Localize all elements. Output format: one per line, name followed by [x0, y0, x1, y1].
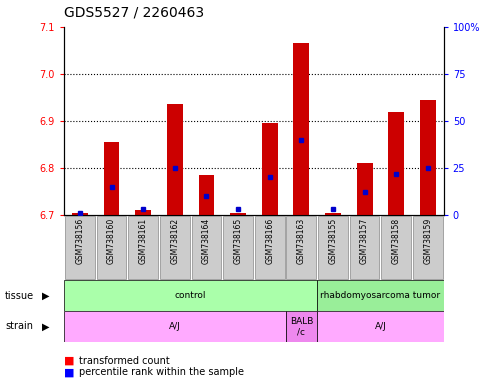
Bar: [104, 142, 119, 215]
Text: GSM738160: GSM738160: [107, 218, 116, 264]
Bar: [357, 163, 373, 215]
Bar: [192, 216, 221, 279]
Text: ■: ■: [64, 367, 78, 377]
Bar: [167, 104, 183, 215]
Text: GDS5527 / 2260463: GDS5527 / 2260463: [64, 5, 204, 19]
Text: GSM738159: GSM738159: [423, 218, 432, 264]
Text: ▶: ▶: [42, 321, 49, 331]
Text: control: control: [175, 291, 207, 300]
Text: ■: ■: [64, 356, 78, 366]
Bar: [135, 210, 151, 215]
Bar: [64, 280, 317, 311]
Text: GSM738156: GSM738156: [75, 218, 84, 264]
Text: GSM738166: GSM738166: [265, 218, 274, 264]
Bar: [64, 311, 285, 342]
Text: transformed count: transformed count: [79, 356, 170, 366]
Bar: [317, 311, 444, 342]
Bar: [318, 216, 348, 279]
Bar: [160, 216, 190, 279]
Bar: [286, 216, 316, 279]
Bar: [72, 213, 88, 215]
Text: GSM738158: GSM738158: [392, 218, 401, 264]
Bar: [317, 280, 444, 311]
Bar: [128, 216, 158, 279]
Bar: [199, 175, 214, 215]
Text: GSM738163: GSM738163: [297, 218, 306, 264]
Text: A/J: A/J: [169, 322, 181, 331]
Bar: [65, 216, 95, 279]
Text: GSM738165: GSM738165: [234, 218, 243, 264]
Text: GSM738155: GSM738155: [328, 218, 338, 264]
Text: BALB
/c: BALB /c: [290, 317, 313, 336]
Bar: [388, 112, 404, 215]
Text: A/J: A/J: [375, 322, 387, 331]
Text: GSM738161: GSM738161: [139, 218, 148, 264]
Bar: [230, 213, 246, 215]
Bar: [255, 216, 284, 279]
Text: percentile rank within the sample: percentile rank within the sample: [79, 367, 244, 377]
Bar: [293, 43, 309, 215]
Bar: [262, 123, 278, 215]
Bar: [285, 311, 317, 342]
Text: tissue: tissue: [5, 291, 34, 301]
Text: ▶: ▶: [42, 291, 49, 301]
Text: GSM738164: GSM738164: [202, 218, 211, 264]
Text: strain: strain: [5, 321, 33, 331]
Text: GSM738157: GSM738157: [360, 218, 369, 264]
Bar: [325, 213, 341, 215]
Text: GSM738162: GSM738162: [170, 218, 179, 264]
Text: rhabdomyosarcoma tumor: rhabdomyosarcoma tumor: [320, 291, 440, 300]
Bar: [97, 216, 126, 279]
Bar: [350, 216, 380, 279]
Bar: [382, 216, 411, 279]
Bar: [223, 216, 253, 279]
Bar: [413, 216, 443, 279]
Bar: [420, 100, 436, 215]
